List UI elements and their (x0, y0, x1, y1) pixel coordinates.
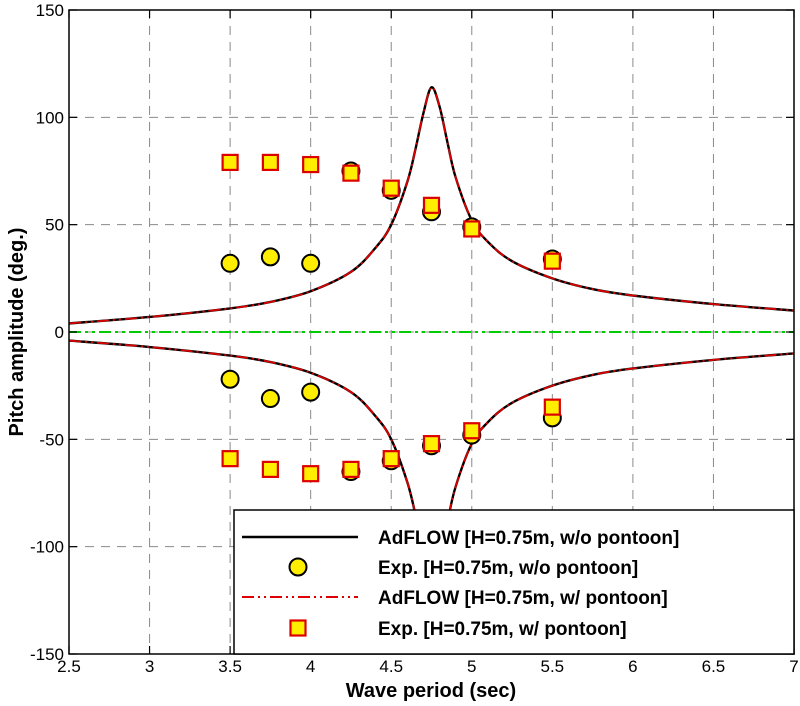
legend-swatch-square (289, 619, 307, 637)
marker-circle-exp-wo-pontoon (301, 253, 321, 273)
marker-square-exp-w-pontoon (543, 252, 561, 270)
marker-square-exp-w-pontoon (221, 450, 239, 468)
legend-swatch-circle (288, 557, 308, 577)
legend: AdFLOW [H=0.75m, w/o pontoon] Exp. [H=0.7… (233, 509, 795, 655)
marker-square-exp-w-pontoon (302, 155, 320, 174)
series-line-adflow-w-pontoon-lower (69, 339, 794, 578)
marker-square-exp-w-pontoon (543, 398, 561, 416)
x-tick-label: 5 (467, 657, 476, 676)
marker-circle-exp-wo-pontoon (301, 382, 321, 402)
marker-square-exp-w-pontoon (302, 465, 320, 483)
marker-square-exp-w-pontoon (422, 196, 441, 214)
series-layer (69, 86, 794, 578)
marker-square-exp-w-pontoon (382, 450, 400, 468)
x-tick-label: 2.5 (57, 657, 81, 676)
marker-circle-exp-wo-pontoon (260, 389, 280, 409)
x-tick-label: 3.5 (218, 657, 242, 676)
x-tick-label: 6.5 (702, 657, 726, 676)
marker-square-exp-w-pontoon (382, 179, 400, 197)
marker-square-exp-w-pontoon (463, 422, 481, 440)
y-axis-title: Pitch amplitude (deg.) (6, 228, 28, 437)
x-tick-label: 4.5 (379, 657, 403, 676)
x-axis-title: Wave period (sec) (346, 680, 516, 702)
x-tick-label: 3 (145, 657, 154, 676)
y-tick-label: -100 (30, 538, 64, 557)
marker-square-exp-w-pontoon (221, 153, 239, 172)
marker-circle-exp-wo-pontoon (220, 253, 240, 273)
marker-square-exp-w-pontoon (463, 220, 481, 238)
y-tick-label: 150 (36, 1, 64, 20)
series-line-adflow-w-pontoon-upper (69, 86, 794, 325)
y-tick-label: -150 (30, 645, 64, 664)
legend-label: Exp. [H=0.75m, w/o pontoon] (378, 558, 638, 579)
legend-label: Exp. [H=0.75m, w/ pontoon] (378, 619, 627, 640)
x-tick-label: 4 (306, 657, 315, 676)
marker-circle-exp-wo-pontoon (220, 369, 240, 389)
y-tick-label: -50 (39, 430, 64, 449)
axis-ticks: 2.5 3 3.5 4 4.5 5 5.5 6 6.5 7 -150 -100 -50 0 50 100 150 (30, 1, 799, 676)
legend-box (233, 509, 795, 655)
x-tick-label: 6 (628, 657, 637, 676)
x-tick-label: 5.5 (541, 657, 565, 676)
marker-square-exp-w-pontoon (422, 435, 441, 453)
y-tick-label: 100 (36, 108, 64, 127)
marker-square-exp-w-pontoon (261, 153, 279, 172)
marker-square-exp-w-pontoon (261, 460, 279, 478)
marker-circle-exp-wo-pontoon (260, 247, 280, 267)
legend-label: AdFLOW [H=0.75m, w/o pontoon] (378, 528, 679, 549)
y-tick-label: 50 (45, 216, 64, 235)
marker-square-exp-w-pontoon (342, 460, 360, 478)
marker-square-exp-w-pontoon (342, 164, 360, 182)
x-tick-label: 7 (789, 657, 798, 676)
y-tick-label: 0 (55, 323, 64, 342)
legend-label: AdFLOW [H=0.75m, w/ pontoon] (378, 588, 668, 609)
